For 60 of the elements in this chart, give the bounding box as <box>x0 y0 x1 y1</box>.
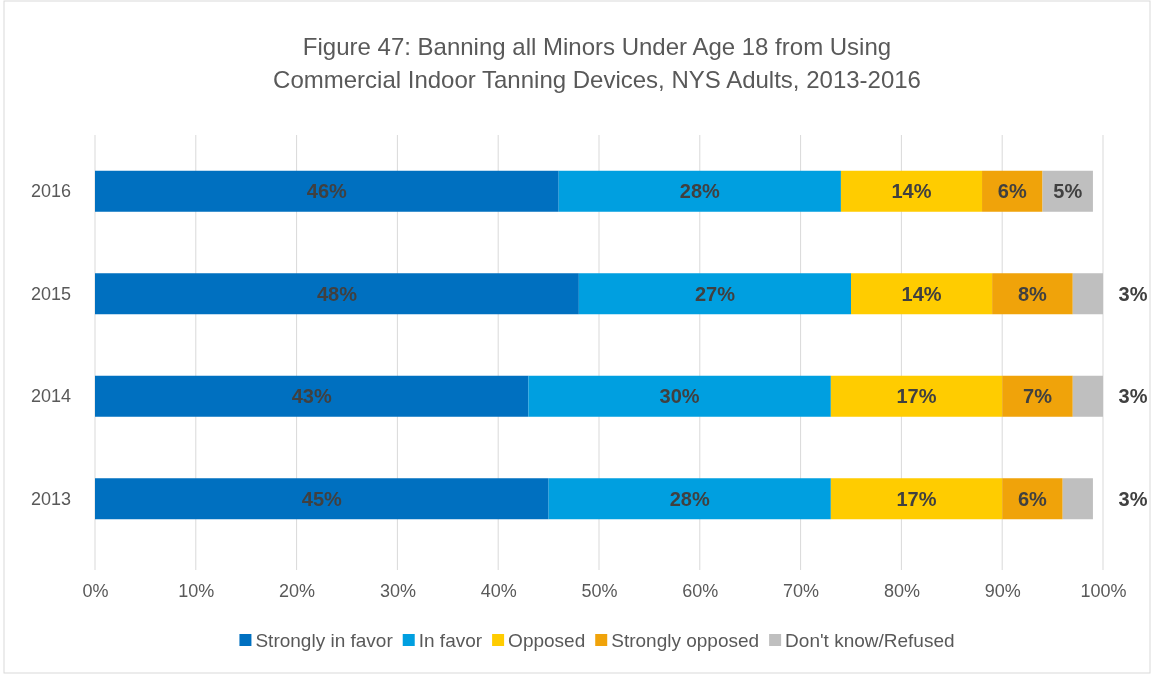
data-label: 30% <box>659 385 700 408</box>
data-label: 17% <box>896 385 937 408</box>
bar <box>992 273 1073 315</box>
y-tick-label: 2013 <box>30 488 71 509</box>
x-tick-label: 100% <box>1080 580 1127 601</box>
bar <box>95 170 559 212</box>
data-label: 3% <box>1118 385 1148 408</box>
x-tick-label: 20% <box>279 580 316 601</box>
bar <box>1002 375 1073 417</box>
bar <box>1072 375 1103 417</box>
bar <box>851 273 993 315</box>
legend-label: In favor <box>418 630 483 651</box>
bar <box>1002 478 1063 520</box>
bar <box>1062 478 1093 520</box>
data-label: 6% <box>997 180 1027 203</box>
data-label: 17% <box>896 487 937 510</box>
bar <box>578 273 851 315</box>
x-tick-label: 70% <box>783 580 820 601</box>
legend-label: Don't know/Refused <box>785 630 955 651</box>
y-tick-label: 2014 <box>30 386 71 407</box>
x-tick-label: 10% <box>178 580 215 601</box>
x-tick-label: 50% <box>581 580 618 601</box>
data-label: 8% <box>1017 282 1048 305</box>
bar <box>830 478 1003 520</box>
bar <box>528 375 831 417</box>
x-tick-label: 40% <box>480 580 517 601</box>
data-label: 28% <box>669 487 710 510</box>
bar <box>982 170 1043 212</box>
x-tick-label: 30% <box>379 580 416 601</box>
bar <box>95 273 579 315</box>
data-label: 43% <box>291 385 332 408</box>
bar <box>95 478 549 520</box>
data-label: 6% <box>1017 487 1048 510</box>
chart-title: Figure 47: Banning all Minors Under Age 18 from Using Commercial Indoor Tanning Devices, NYS Adults, 2013-2016 <box>273 33 921 93</box>
legend-label: Opposed <box>508 630 586 651</box>
legend-label: Strongly opposed <box>611 630 760 651</box>
legend-label: Strongly in favor <box>255 630 394 651</box>
y-tick-label: 2016 <box>30 181 71 202</box>
data-label: 46% <box>306 180 348 203</box>
x-tick-label: 60% <box>682 580 719 601</box>
data-label: 48% <box>316 282 358 305</box>
bar <box>95 375 529 417</box>
data-label: 14% <box>891 180 932 203</box>
data-label: 3% <box>1118 487 1148 510</box>
data-label: 3% <box>1118 282 1148 305</box>
data-label: 27% <box>694 282 736 305</box>
data-label: 28% <box>679 180 721 203</box>
x-tick-label: 90% <box>984 580 1021 601</box>
bar <box>558 170 841 212</box>
x-tick-label: 0% <box>82 580 109 601</box>
x-tick-label: 80% <box>883 580 920 601</box>
data-label: 45% <box>301 487 343 510</box>
bar <box>1072 273 1103 315</box>
bar <box>840 170 983 212</box>
bar <box>830 375 1003 417</box>
y-tick-label: 2015 <box>30 283 71 304</box>
data-label: 14% <box>901 282 942 305</box>
data-label: 7% <box>1023 385 1053 408</box>
bar <box>548 478 831 520</box>
data-label: 5% <box>1053 180 1083 203</box>
